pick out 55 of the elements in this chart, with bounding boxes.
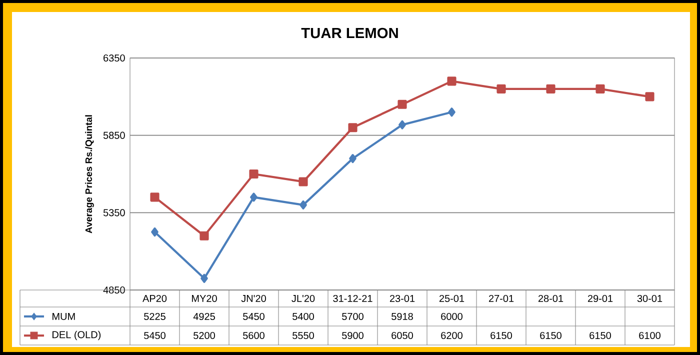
x-tick-label: 23-01 [390, 294, 415, 302]
data-label: 5450 [243, 312, 264, 320]
x-tick-label: 27-01 [488, 294, 514, 302]
data-label: 6100 [639, 332, 660, 340]
point [150, 192, 160, 202]
x-tick-label: 25-01 [439, 294, 464, 302]
point [200, 231, 209, 240]
point [151, 227, 158, 237]
legend-label: MUM [52, 313, 75, 320]
point [398, 120, 406, 130]
y-tick-label: 4850 [103, 286, 125, 294]
point [496, 84, 506, 94]
data-label: 6000 [441, 312, 462, 320]
data-label: 5225 [144, 312, 166, 320]
point [300, 200, 307, 210]
x-tick-label: MY20 [192, 294, 217, 302]
legend-label: DEL (OLD) [52, 330, 101, 340]
point [447, 76, 456, 86]
x-tick-label: AP20 [142, 294, 167, 302]
data-label: 5700 [342, 312, 364, 320]
data-label: 5450 [144, 332, 166, 340]
y-tick-label: 5350 [103, 209, 125, 216]
x-tick-label: 31-12-21 [333, 294, 372, 302]
data-label: 5918 [392, 312, 413, 320]
point [249, 169, 258, 179]
x-tick-label: 29-01 [588, 294, 613, 302]
chart-title: TUAR LEMON [301, 28, 398, 38]
point [448, 108, 456, 117]
point [398, 100, 407, 109]
data-label: 5200 [194, 332, 215, 340]
data-label: 6200 [441, 332, 462, 340]
x-tick-label: JL'20 [292, 294, 315, 302]
y-tick-label: 6350 [104, 54, 125, 62]
point [546, 84, 556, 94]
y-tick-label: 5850 [103, 132, 125, 139]
data-label: 6150 [490, 332, 512, 340]
x-tick-label: 30-01 [637, 294, 662, 302]
data-label: 5550 [292, 332, 314, 340]
point [596, 84, 605, 94]
point [348, 123, 358, 132]
data-label: 5400 [292, 312, 314, 320]
y-axis-title: Average Prices Rs./Quintal [85, 115, 94, 234]
point [200, 274, 208, 283]
x-tick-label: 28-01 [538, 294, 564, 302]
data-label: 6150 [540, 332, 562, 340]
point [349, 154, 356, 164]
point [298, 177, 308, 186]
data-label: 5900 [342, 332, 364, 340]
data-label: 5600 [243, 332, 264, 340]
x-tick-label: JN'20 [241, 294, 266, 302]
data-label: 6150 [590, 332, 611, 340]
data-label: 6050 [392, 332, 413, 340]
point [250, 192, 258, 202]
data-label: 4925 [193, 312, 215, 320]
point [645, 92, 654, 102]
